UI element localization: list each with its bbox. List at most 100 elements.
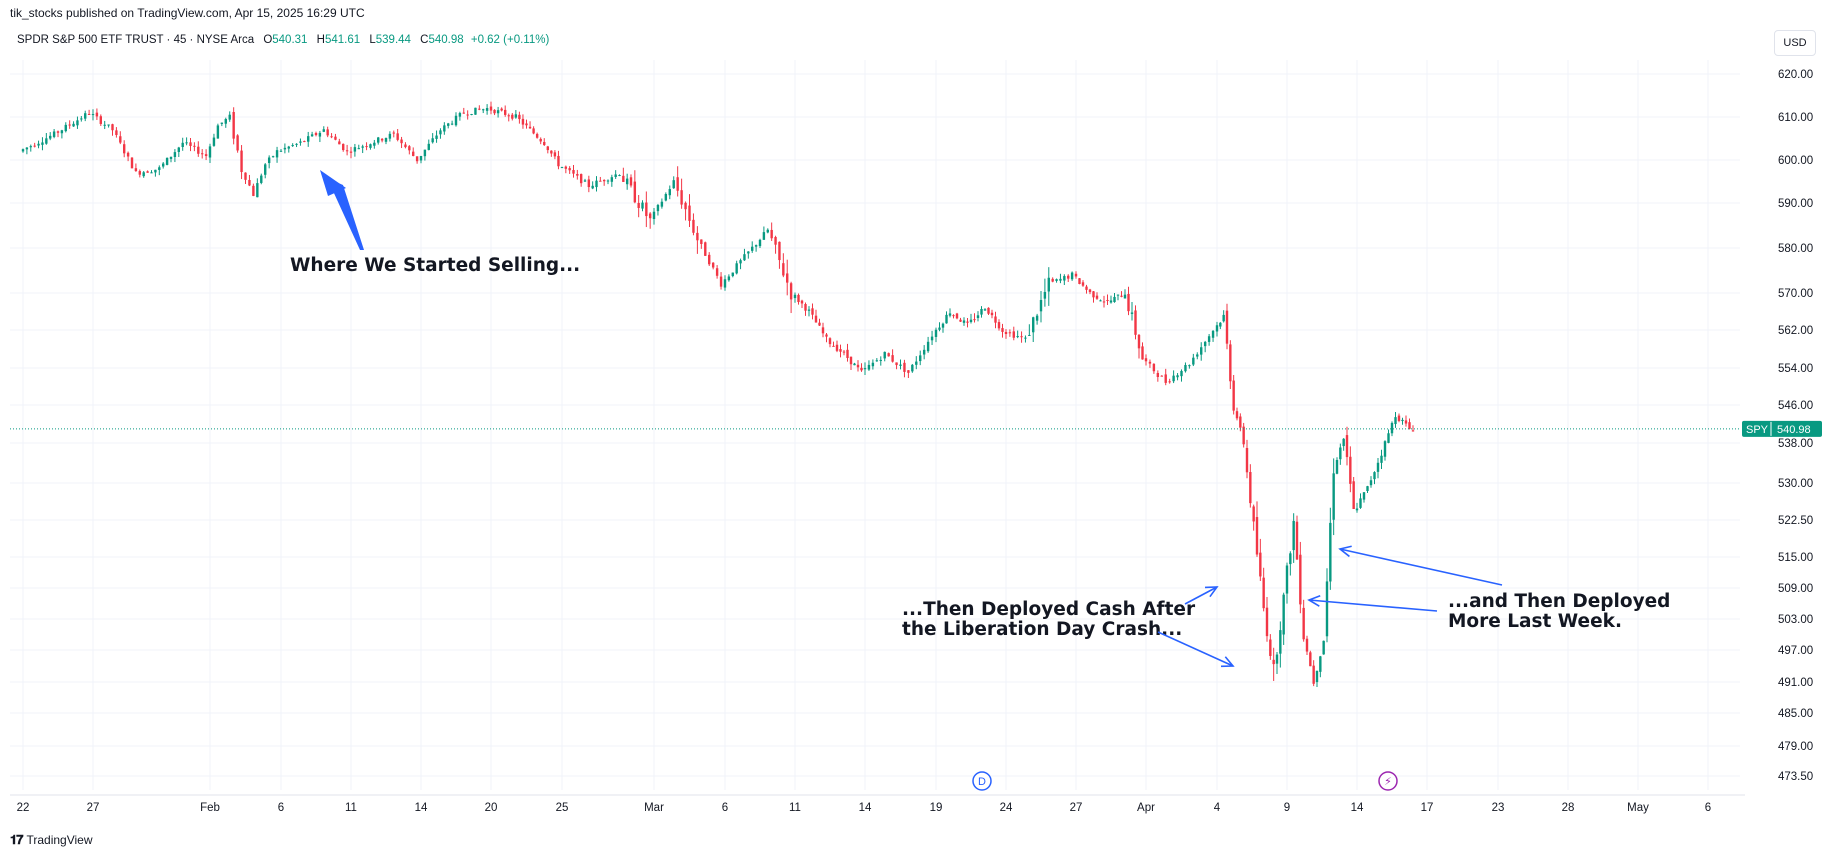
candle-body <box>240 150 243 173</box>
candle-body <box>256 183 259 198</box>
candle-body <box>610 177 614 182</box>
annotation-deployed2: ...and Then Deployed <box>1448 591 1670 612</box>
candle-body <box>576 173 579 176</box>
candle-body <box>478 108 481 110</box>
candle-body <box>1299 554 1302 605</box>
candle-body <box>1160 375 1163 377</box>
candle-body <box>353 147 357 152</box>
candle-body <box>507 115 510 117</box>
symbol-name[interactable]: SPDR S&P 500 ETF TRUST · 45 · NYSE Arca <box>17 34 255 46</box>
candle-body <box>1380 455 1383 463</box>
candle-body <box>887 353 890 357</box>
y-tick-label: 503.00 <box>1778 614 1813 626</box>
candle-body <box>400 139 403 144</box>
candle-body <box>326 129 329 136</box>
candle-body <box>412 151 415 156</box>
annotation-deployed1: ...Then Deployed Cash After <box>902 599 1196 620</box>
price-tag-value: 540.98 <box>1777 424 1811 436</box>
candle-body <box>208 146 212 158</box>
candle-body <box>165 157 169 165</box>
candle-body <box>322 129 325 132</box>
candle-body <box>185 142 188 144</box>
candle-body <box>907 370 910 373</box>
candle-body <box>162 163 165 167</box>
candle-body <box>990 312 994 316</box>
candle-body <box>56 131 60 133</box>
candle-body <box>1411 430 1415 432</box>
candle-body <box>450 123 454 125</box>
candle-body <box>879 359 882 361</box>
candle-body <box>1279 630 1282 654</box>
candle-body <box>618 175 621 177</box>
candle-body <box>1024 337 1027 339</box>
candle-body <box>1295 521 1299 560</box>
price-chart[interactable]: 620.00 610.00 600.00 590.00 580.00 570.00 562.… <box>0 0 1835 830</box>
candle-body <box>260 175 263 183</box>
candle-body <box>919 355 922 362</box>
candle-body <box>423 149 427 157</box>
candle-body <box>1184 365 1187 372</box>
y-tick-label: 620.00 <box>1778 69 1813 81</box>
candle-body <box>119 136 122 143</box>
candle-body <box>688 205 691 221</box>
candle-body <box>983 309 987 311</box>
candle-body <box>1123 294 1127 299</box>
candle-body <box>525 123 528 126</box>
candle-body <box>310 134 314 137</box>
candle-body <box>146 171 149 173</box>
candle-body <box>103 124 106 126</box>
footer-brand: 𝟏𝟕 TradingView <box>10 832 93 848</box>
candle-body <box>295 143 298 145</box>
candle-body <box>599 180 602 182</box>
candle-body <box>945 314 948 324</box>
candle-body <box>1359 498 1362 508</box>
deploy-arrow-2-head <box>1220 656 1235 668</box>
candle-body <box>1342 438 1345 447</box>
candle-body <box>419 155 423 161</box>
candle-body <box>95 112 99 117</box>
candle-body <box>1116 294 1120 296</box>
currency-button[interactable]: USD <box>1774 30 1816 56</box>
candle-body <box>232 111 235 139</box>
x-tick-label: 22 <box>17 802 30 814</box>
candle-body <box>377 137 380 143</box>
annotation-deployed2: More Last Week. <box>1448 611 1622 632</box>
candle-body <box>856 364 860 368</box>
candle-body <box>1222 314 1225 322</box>
x-tick-label: 6 <box>278 802 284 814</box>
candle-body <box>811 308 814 315</box>
candle-body <box>1039 300 1043 312</box>
candle-body <box>489 106 493 111</box>
price-tag <box>1742 420 1822 437</box>
candle-body <box>138 171 141 175</box>
candle-body <box>814 315 818 323</box>
y-tick-label: 479.00 <box>1778 741 1813 753</box>
x-tick-label: Apr <box>1137 802 1155 814</box>
candle-body <box>1168 381 1171 383</box>
candle-body <box>373 142 376 146</box>
candle-body <box>557 155 560 167</box>
candle-body <box>443 125 446 132</box>
candle-body <box>380 138 384 141</box>
candle-body <box>1339 447 1342 460</box>
candle-body <box>711 262 715 268</box>
y-tick-label: 491.00 <box>1778 677 1813 689</box>
candle-body <box>762 232 766 240</box>
low-label: L <box>369 34 376 46</box>
candle-body <box>766 229 769 233</box>
x-tick-label: 27 <box>87 802 100 814</box>
candle-body <box>625 178 629 185</box>
candle-body <box>793 294 797 299</box>
candle-body <box>1269 639 1272 656</box>
candle-body <box>1196 354 1199 357</box>
x-tick-label: 11 <box>789 802 801 814</box>
candle-body <box>853 363 856 366</box>
candle-body <box>33 145 36 147</box>
candle-body <box>1148 361 1152 364</box>
candle-body <box>656 204 660 212</box>
candle-body <box>606 180 610 182</box>
candle-body <box>1088 289 1092 293</box>
candle-body <box>1016 336 1019 338</box>
grid-lines <box>10 60 1740 790</box>
candle-body <box>1035 315 1039 321</box>
